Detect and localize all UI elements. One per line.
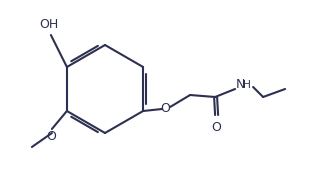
Text: O: O <box>211 121 221 134</box>
Text: OH: OH <box>39 18 59 31</box>
Text: H: H <box>243 80 251 90</box>
Text: O: O <box>46 129 56 142</box>
Text: O: O <box>160 103 170 116</box>
Text: N: N <box>236 79 245 92</box>
